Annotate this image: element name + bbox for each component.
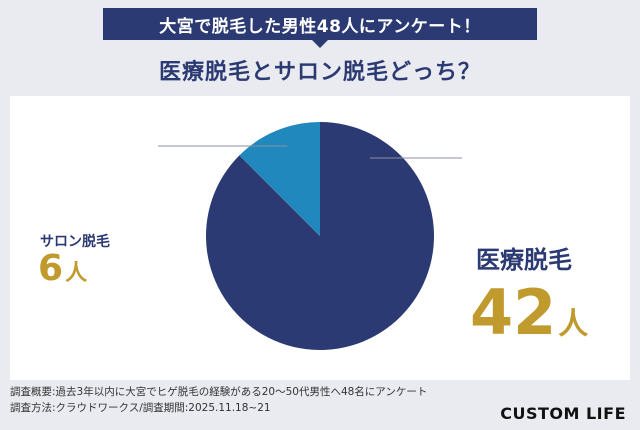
pie-slice-medical <box>206 122 434 351</box>
banner-pointer <box>312 40 328 48</box>
medical-unit: 人 <box>558 307 589 342</box>
page-title: 医療脱毛とサロン脱毛どっち？ <box>158 60 481 85</box>
chart-card: サロン脱毛 6人 医療脱毛 42人 <box>10 96 630 380</box>
salon-value-label: 6人 <box>38 251 87 287</box>
medical-label: 医療脱毛 <box>476 246 572 274</box>
survey-banner: 大宮で脱毛した男性48人にアンケート！ <box>103 8 537 40</box>
survey-notes: 調査概要:過去3年以内に大宮でヒゲ脱毛の経験がある20～50代男性へ48名にアン… <box>10 384 427 416</box>
medical-value-label: 42人 <box>470 282 588 344</box>
pie-slice-salon <box>239 122 320 236</box>
brand-logo: CUSTOM LIFE <box>500 404 626 423</box>
medical-value: 42 <box>470 276 557 349</box>
survey-summary: 調査概要:過去3年以内に大宮でヒゲ脱毛の経験がある20～50代男性へ48名にアン… <box>10 386 428 398</box>
banner-text: 大宮で脱毛した男性48人にアンケート！ <box>159 16 481 37</box>
survey-method: 調査方法:クラウドワークス/調査期間:2025.11.18~21 <box>10 402 271 414</box>
salon-value: 6 <box>38 248 64 289</box>
salon-label: サロン脱毛 <box>40 234 110 250</box>
salon-unit: 人 <box>65 261 88 286</box>
pie-chart <box>158 122 462 351</box>
